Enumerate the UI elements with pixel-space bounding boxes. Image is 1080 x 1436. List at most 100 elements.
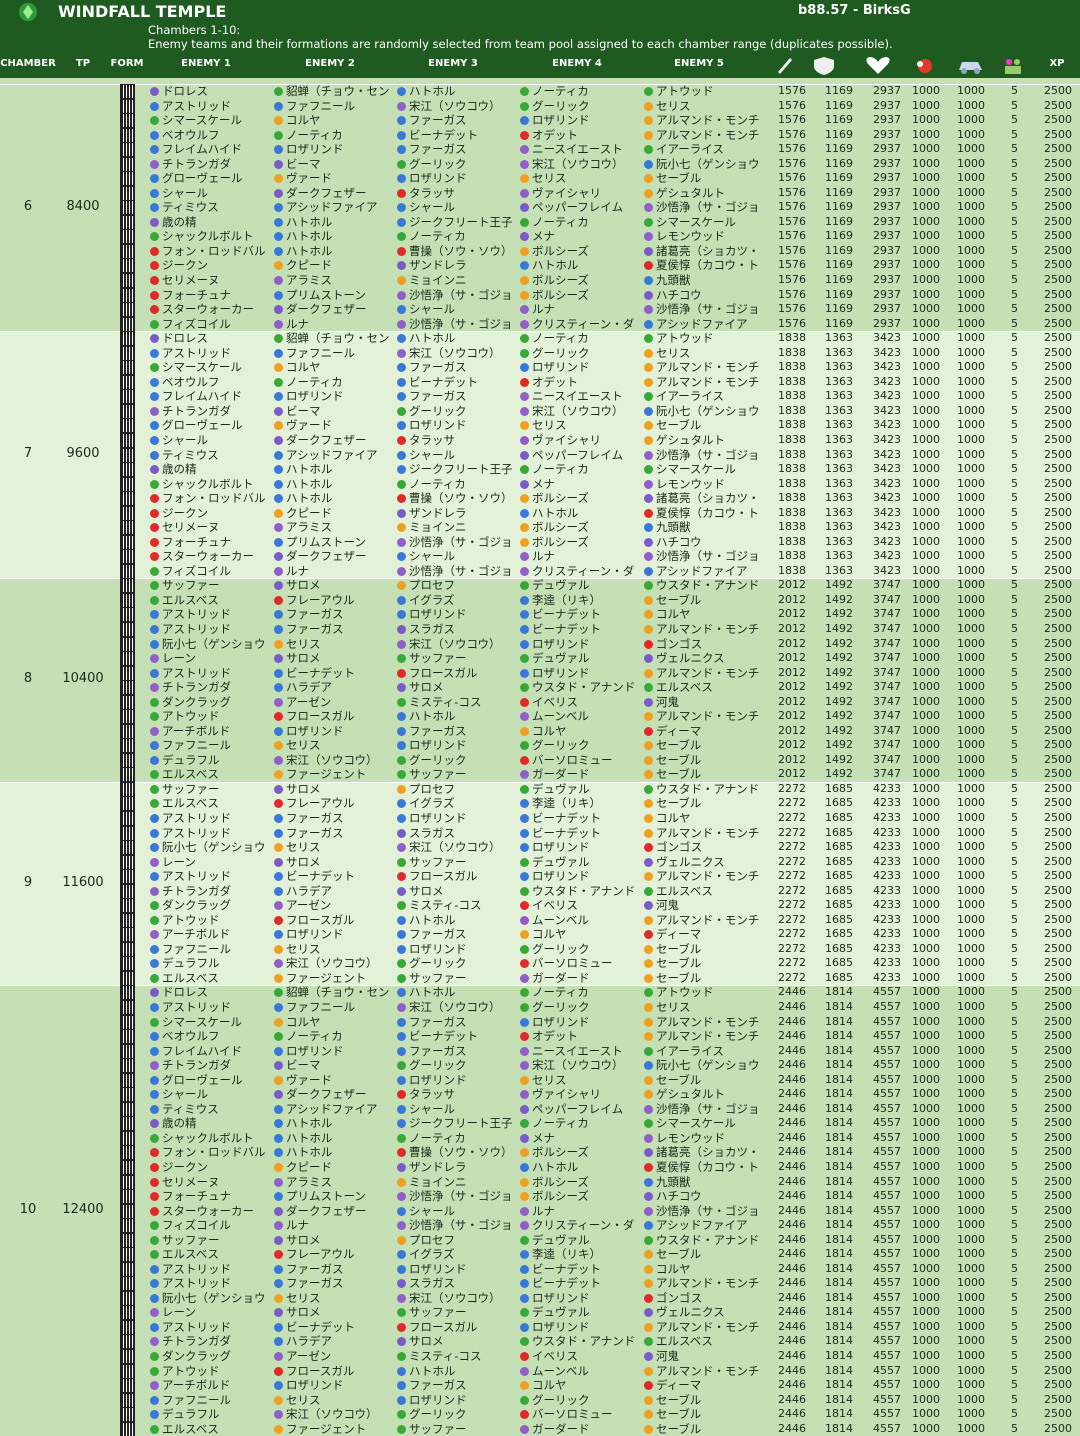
enemy-name: セリメーヌ bbox=[162, 520, 220, 535]
stat-value: 1685 bbox=[825, 811, 853, 824]
enemy-name: 曹操（ソウ・ソウ） bbox=[409, 243, 513, 258]
enemy-name: アシッドファイア bbox=[656, 1218, 748, 1233]
stat-value: 1000 bbox=[957, 621, 985, 635]
enemy-name: シマースケール bbox=[656, 462, 736, 477]
element-dot bbox=[150, 814, 159, 823]
stat-value: 1000 bbox=[912, 287, 940, 301]
enemy-name: ボルシーズ bbox=[532, 1145, 589, 1160]
stat-value: 2937 bbox=[873, 243, 901, 257]
stat-value: 3423 bbox=[873, 447, 901, 461]
element-dot bbox=[520, 1032, 529, 1042]
stat-value: 1363 bbox=[825, 447, 853, 461]
element-dot bbox=[644, 1235, 653, 1245]
element-dot bbox=[150, 1032, 159, 1042]
stat-value: 5 bbox=[1011, 1029, 1018, 1043]
stat-value: 3423 bbox=[873, 345, 901, 359]
stat-value: 1000 bbox=[957, 273, 985, 287]
enemy-name: アルマンド・モンチ bbox=[656, 869, 760, 884]
element-dot bbox=[150, 1221, 159, 1231]
element-dot bbox=[397, 1119, 406, 1129]
stat-value: 2500 bbox=[1044, 883, 1072, 897]
stat-value: 5 bbox=[1011, 1101, 1018, 1115]
enemy-name: ガーダード bbox=[532, 767, 590, 782]
element-dot bbox=[520, 1250, 529, 1260]
enemy-name: ウスタド・アナンド bbox=[532, 1334, 636, 1349]
element-dot bbox=[644, 1410, 653, 1420]
element-dot bbox=[274, 828, 283, 838]
stat-value: 2500 bbox=[1044, 98, 1072, 112]
formation-icon bbox=[120, 84, 135, 99]
stat-value: 1000 bbox=[912, 1072, 940, 1086]
element-dot bbox=[644, 683, 653, 693]
enemy-name: ファーガス bbox=[409, 927, 467, 942]
enemy-name: セリス bbox=[286, 840, 321, 855]
enemy-name: スターウォーカー bbox=[162, 302, 254, 317]
element-dot bbox=[274, 319, 283, 329]
column-header: FORM bbox=[110, 58, 144, 69]
element-dot bbox=[397, 944, 406, 954]
element-dot bbox=[397, 1250, 406, 1260]
enemy-name: ビーマ bbox=[286, 1058, 321, 1073]
stat-value: 2937 bbox=[873, 127, 901, 141]
element-dot bbox=[644, 377, 653, 387]
stat-value: 1814 bbox=[825, 1218, 853, 1232]
enemy-name: ロザリンド bbox=[532, 360, 590, 375]
element-dot bbox=[397, 814, 406, 823]
stat-value: 1000 bbox=[957, 1000, 985, 1014]
stat-value: 1000 bbox=[957, 287, 985, 301]
stat-value: 1000 bbox=[957, 345, 985, 359]
enemy-name: ボルシーズ bbox=[532, 491, 589, 506]
enemy-name: エルスベス bbox=[656, 883, 713, 898]
enemy-name: セーブル bbox=[656, 1407, 702, 1422]
enemy-name: 貂蝉（チョウ・セン bbox=[286, 84, 390, 98]
stat-value: 3747 bbox=[873, 752, 901, 766]
enemy-name: ハラデア bbox=[286, 1334, 332, 1349]
enemy-name: ペッパーフレイム bbox=[532, 1101, 624, 1116]
element-dot bbox=[520, 1075, 529, 1085]
enemy-name: ミョインニ bbox=[409, 520, 467, 535]
element-dot bbox=[644, 246, 653, 256]
element-dot bbox=[397, 683, 406, 693]
stat-value: 2446 bbox=[778, 1174, 806, 1188]
enemy-name: デュヴァル bbox=[532, 651, 590, 666]
enemy-name: 夏侯惇（カコウ・ト bbox=[656, 505, 760, 520]
enemy-name: イベリス bbox=[532, 1348, 578, 1363]
enemy-name: ハトホル bbox=[409, 331, 456, 346]
stat-value: 2500 bbox=[1044, 200, 1072, 214]
enemy-name: ダークフェザー bbox=[286, 1087, 367, 1102]
element-dot bbox=[520, 1351, 529, 1361]
element-dot bbox=[397, 1308, 406, 1318]
element-dot bbox=[274, 566, 283, 576]
element-dot bbox=[520, 726, 529, 736]
stat-value: 1814 bbox=[825, 1000, 853, 1014]
stat-value: 1492 bbox=[825, 767, 853, 781]
formation-icon bbox=[120, 1000, 135, 1016]
element-dot bbox=[274, 1250, 283, 1260]
stat-value: 4557 bbox=[873, 1174, 901, 1188]
stat-value: 2500 bbox=[1044, 1290, 1072, 1304]
formation-icon bbox=[120, 1043, 135, 1059]
element-dot bbox=[397, 1322, 406, 1332]
enemy-name: シャール bbox=[162, 1087, 208, 1102]
element-dot bbox=[644, 784, 653, 794]
enemy-name: 李逵（リキ） bbox=[532, 796, 601, 811]
enemy-name: コルヤ bbox=[532, 723, 567, 738]
element-dot bbox=[150, 1104, 159, 1114]
element-dot bbox=[150, 1133, 159, 1143]
element-dot bbox=[644, 799, 653, 809]
enemy-name: アルマンド・モンチ bbox=[656, 113, 760, 128]
enemy-name: グーリック bbox=[409, 752, 467, 767]
element-dot bbox=[397, 508, 406, 518]
column-header: XP bbox=[1049, 58, 1065, 69]
stat-value: 1000 bbox=[957, 1189, 985, 1203]
stat-value: 2500 bbox=[1044, 621, 1072, 635]
stat-value: 5 bbox=[1011, 1421, 1018, 1435]
formation-icon bbox=[120, 156, 135, 172]
column-header: ENEMY 2 bbox=[305, 58, 355, 69]
enemy-name: ヴァイシャリ bbox=[532, 432, 601, 447]
stat-value: 1000 bbox=[957, 331, 985, 345]
stat-value: 2500 bbox=[1044, 1174, 1072, 1188]
formation-icon bbox=[120, 1029, 135, 1045]
stat-value: 5 bbox=[1011, 360, 1018, 374]
enemy-name: コルヤ bbox=[286, 113, 321, 128]
